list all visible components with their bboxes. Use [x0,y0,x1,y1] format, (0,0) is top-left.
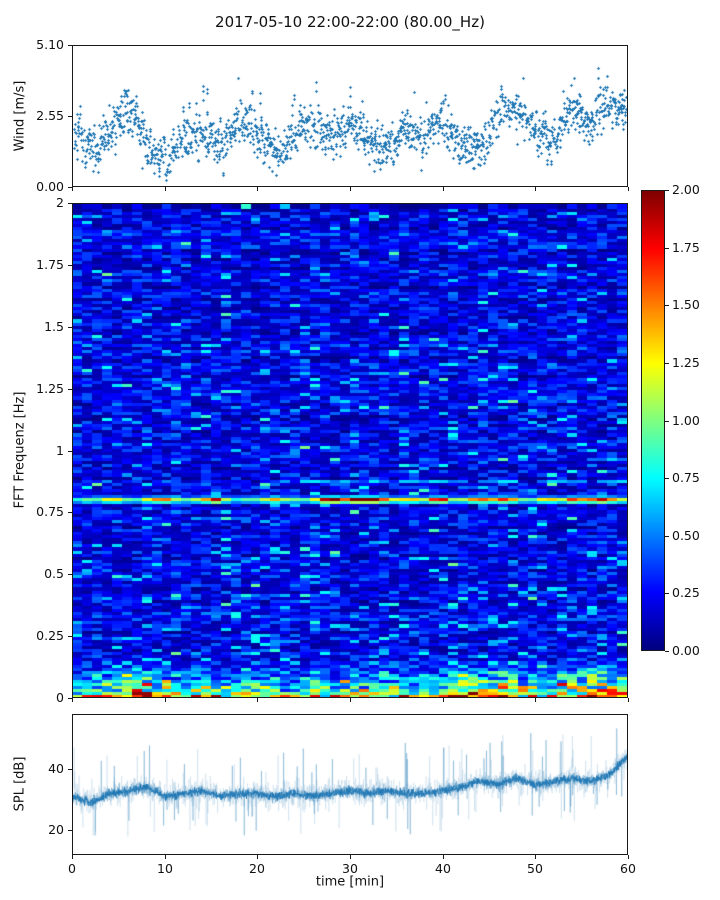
colorbar-tick-label: 1.50 [672,297,700,312]
colorbar-tick-label: 1.00 [672,413,700,428]
tick-mark [535,187,536,191]
tick-mark [628,187,629,191]
tick-mark [665,305,669,306]
wind-ytick-label: 5.10 [36,37,64,52]
tick-mark [535,855,536,859]
tick-mark [72,855,73,859]
fft-ytick-label: 0.75 [36,504,64,519]
tick-mark [628,855,629,859]
colorbar-tick-label: 0.50 [672,528,700,543]
tick-mark [665,190,669,191]
tick-mark [350,187,351,191]
time-xtick-label: 60 [620,861,636,876]
time-xtick-label: 40 [435,861,451,876]
tick-mark [68,265,72,266]
colorbar-tick-label: 2.00 [672,182,700,197]
tick-mark [665,593,669,594]
tick-mark [68,636,72,637]
spl-ytick-label: 40 [48,761,64,776]
tick-mark [443,187,444,191]
colorbar-tick-label: 1.75 [672,240,700,255]
fft-ytick-label: 1.5 [44,319,64,334]
fft-ytick-label: 0.5 [44,566,64,581]
tick-mark [72,698,73,702]
wind-ytick-label: 2.55 [36,108,64,123]
tick-mark [443,698,444,702]
tick-mark [257,855,258,859]
wind-ytick-label: 0.00 [36,179,64,194]
colorbar-tick-label: 0.75 [672,470,700,485]
wind-axes [72,45,628,187]
fft-ytick-label: 1 [56,443,64,458]
tick-mark [628,698,629,702]
tick-mark [165,855,166,859]
wind-scatter-canvas [73,46,627,186]
tick-mark [665,651,669,652]
spl-line-canvas [73,715,627,854]
tick-mark [68,769,72,770]
spl-axes [72,714,628,855]
fft-ytick-label: 1.75 [36,257,64,272]
tick-mark [665,248,669,249]
spl-ytick-label: 20 [48,822,64,837]
fft-ytick-label: 2 [56,195,64,210]
tick-mark [68,389,72,390]
tick-mark [665,421,669,422]
tick-mark [68,203,72,204]
tick-mark [665,363,669,364]
tick-mark [68,830,72,831]
tick-mark [257,698,258,702]
tick-mark [68,327,72,328]
time-xlabel: time [min] [315,874,385,890]
fft-ytick-label: 1.25 [36,381,64,396]
tick-mark [68,45,72,46]
tick-mark [68,116,72,117]
tick-mark [165,187,166,191]
colorbar-tick-label: 0.00 [672,643,700,658]
tick-mark [665,478,669,479]
colorbar-canvas [642,191,664,650]
tick-mark [68,574,72,575]
tick-mark [350,698,351,702]
fft-ytick-label: 0.25 [36,628,64,643]
tick-mark [257,187,258,191]
tick-mark [68,187,72,188]
fft-ytick-label: 0 [56,690,64,705]
figure-title: 2017-05-10 22:00-22:00 (80.00_Hz) [215,13,485,31]
tick-mark [350,855,351,859]
colorbar [641,190,665,651]
tick-mark [535,698,536,702]
time-xtick-label: 50 [527,861,543,876]
spectrogram-axes [72,203,628,698]
time-xtick-label: 20 [249,861,265,876]
time-xtick-label: 30 [342,861,358,876]
tick-mark [68,698,72,699]
tick-mark [68,512,72,513]
tick-mark [665,536,669,537]
colorbar-tick-label: 0.25 [672,585,700,600]
tick-mark [165,698,166,702]
tick-mark [443,855,444,859]
time-xtick-label: 10 [157,861,173,876]
spectrogram-canvas [73,204,627,697]
tick-mark [72,187,73,191]
time-xtick-label: 0 [68,861,76,876]
tick-mark [68,451,72,452]
colorbar-tick-label: 1.25 [672,355,700,370]
